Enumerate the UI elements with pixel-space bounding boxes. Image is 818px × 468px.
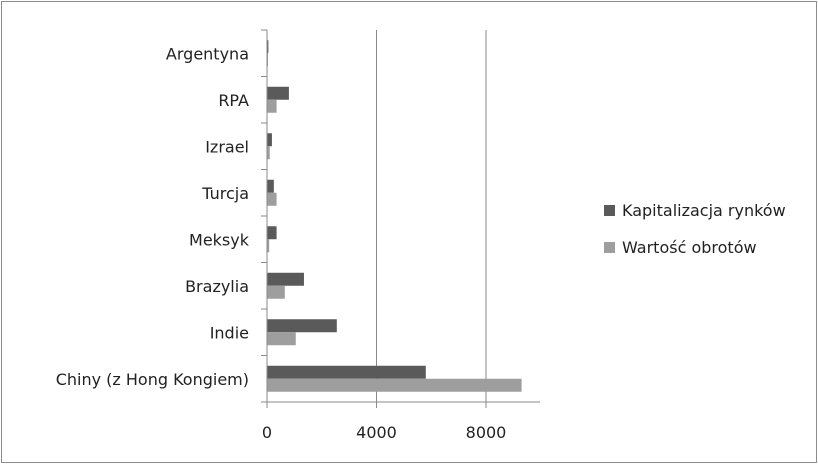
bar-obroty-6 xyxy=(267,99,277,113)
bar-kapitalizacja-4 xyxy=(267,179,274,193)
x-tick-label: 8000 xyxy=(466,423,507,442)
axes xyxy=(261,29,540,408)
bars xyxy=(267,40,522,392)
category-label: Brazylia xyxy=(185,277,249,296)
gridlines xyxy=(376,30,487,402)
legend-label: Kapitalizacja rynków xyxy=(622,201,786,220)
bar-kapitalizacja-6 xyxy=(267,86,289,100)
x-tick-labels: 0 4000 8000 xyxy=(262,423,506,442)
bar-obroty-1 xyxy=(267,332,296,346)
category-label: RPA xyxy=(218,91,249,110)
legend: Kapitalizacja rynków Wartość obrotów xyxy=(604,201,786,257)
bar-kapitalizacja-7 xyxy=(267,40,269,54)
bar-kapitalizacja-2 xyxy=(267,272,304,286)
x-tick-label: 4000 xyxy=(356,423,397,442)
bar-kapitalizacja-3 xyxy=(267,226,277,240)
bar-obroty-5 xyxy=(267,146,270,160)
category-label: Argentyna xyxy=(166,44,249,63)
category-label: Meksyk xyxy=(189,230,250,249)
legend-label: Wartość obrotów xyxy=(622,238,757,257)
bar-obroty-2 xyxy=(267,285,285,299)
category-label: Turcja xyxy=(201,184,249,203)
bar-kapitalizacja-5 xyxy=(267,133,272,147)
legend-swatch xyxy=(604,242,615,253)
bar-kapitalizacja-1 xyxy=(267,319,337,333)
x-tick-label: 0 xyxy=(262,423,272,442)
bar-obroty-4 xyxy=(267,192,277,206)
legend-swatch xyxy=(604,205,615,216)
bar-obroty-3 xyxy=(267,239,270,253)
category-labels: Chiny (z Hong Kongiem) Indie Brazylia Meksy… xyxy=(56,44,250,389)
category-label: Chiny (z Hong Kongiem) xyxy=(56,370,249,389)
category-label: Izrael xyxy=(205,137,249,156)
bar-kapitalizacja-0 xyxy=(267,365,426,379)
bar-obroty-0 xyxy=(267,378,522,392)
category-label: Indie xyxy=(210,323,249,342)
